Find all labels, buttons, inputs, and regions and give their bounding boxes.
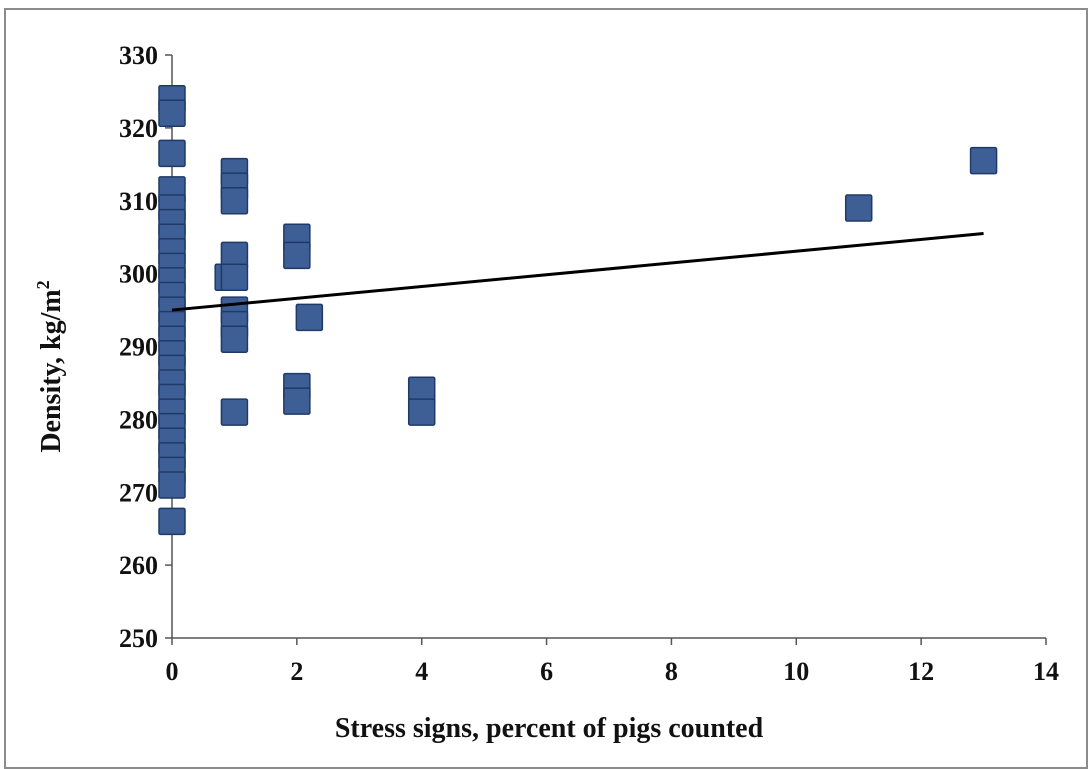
data-point bbox=[220, 187, 249, 215]
data-point bbox=[220, 263, 249, 292]
y-tick-label: 320 bbox=[119, 114, 158, 143]
data-point bbox=[158, 99, 186, 128]
axes: 250 260 270 280 290 300 310 320 330 0 2 4 6 8 10 12 14 bbox=[119, 41, 1059, 686]
y-tick-label: 300 bbox=[119, 260, 158, 289]
y-axis-title: Density, kg/m2 bbox=[33, 280, 67, 452]
x-axis-title: Stress signs, percent of pigs counted bbox=[335, 713, 764, 744]
data-point bbox=[158, 139, 186, 168]
data-point bbox=[283, 241, 311, 270]
chart-frame: 250 260 270 280 290 300 310 320 330 0 2 4 6 8 10 12 14 … bbox=[4, 8, 1088, 769]
trend-line bbox=[171, 232, 984, 312]
x-ticks: 0 2 4 6 8 10 12 14 bbox=[166, 638, 1059, 686]
data-points bbox=[158, 84, 998, 536]
y-tick-label: 310 bbox=[119, 187, 158, 216]
x-tick-label: 2 bbox=[290, 657, 303, 686]
x-tick-label: 0 bbox=[166, 657, 179, 686]
data-point bbox=[283, 387, 311, 415]
y-tick-label: 250 bbox=[119, 624, 158, 653]
data-point bbox=[295, 303, 324, 332]
y-tick-label: 280 bbox=[119, 405, 158, 434]
x-tick-label: 4 bbox=[415, 657, 428, 686]
y-tick-label: 290 bbox=[119, 333, 158, 362]
x-tick-label: 8 bbox=[665, 657, 678, 686]
x-tick-label: 12 bbox=[908, 657, 934, 686]
y-axis-title-superscript: 2 bbox=[33, 280, 53, 289]
y-ticks: 250 260 270 280 290 300 310 320 330 bbox=[119, 41, 172, 653]
data-point bbox=[220, 398, 249, 426]
y-tick-label: 260 bbox=[119, 551, 158, 580]
y-tick-label: 330 bbox=[119, 41, 158, 70]
data-point bbox=[844, 194, 873, 222]
x-tick-label: 6 bbox=[540, 657, 553, 686]
data-point bbox=[158, 471, 186, 499]
x-tick-label: 14 bbox=[1033, 657, 1059, 686]
data-point bbox=[158, 507, 186, 536]
y-axis-title-main: Density, kg/m bbox=[36, 289, 67, 452]
y-tick-label: 270 bbox=[119, 478, 158, 507]
data-point bbox=[407, 398, 436, 426]
x-tick-label: 10 bbox=[783, 657, 809, 686]
data-point bbox=[969, 146, 998, 175]
data-point bbox=[220, 325, 249, 353]
